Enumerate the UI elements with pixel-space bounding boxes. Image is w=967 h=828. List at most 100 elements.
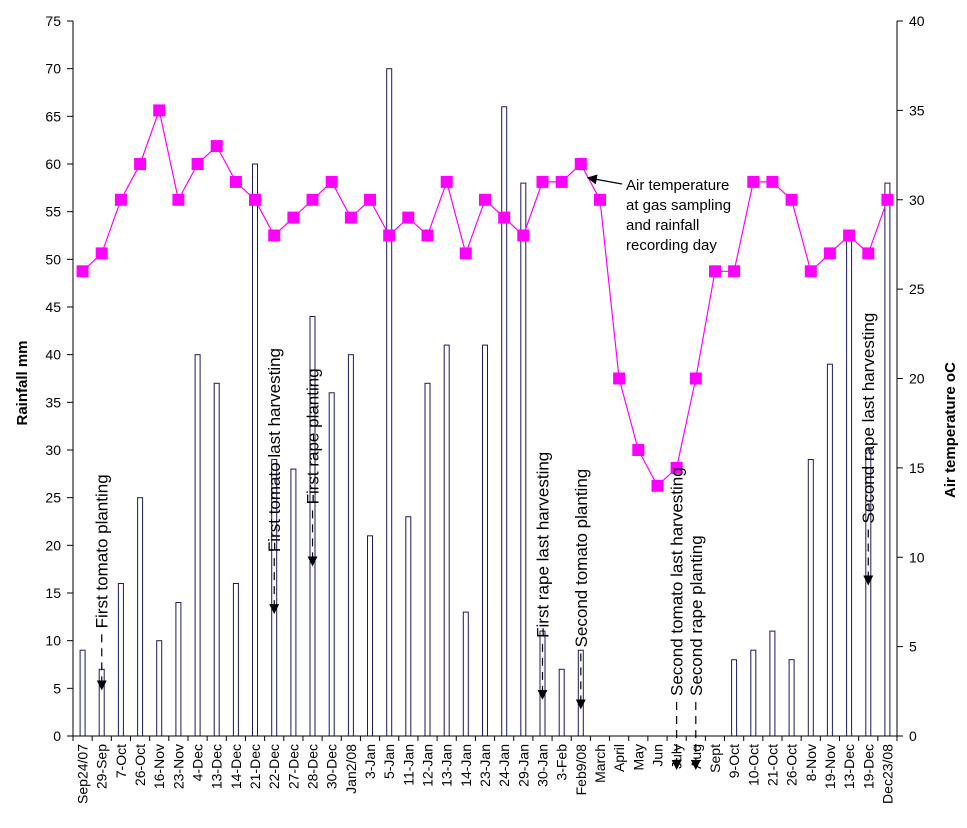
left-tick-label: 5 — [53, 680, 61, 696]
x-tick-label: 19-Dec — [860, 744, 876, 789]
x-tick-label: 8-Nov — [803, 744, 819, 781]
temperature-point — [306, 193, 319, 206]
note-line: at gas sampling — [626, 197, 731, 214]
right-tick-label: 25 — [909, 281, 925, 297]
temperature-point — [191, 158, 204, 170]
temperature-point — [459, 247, 472, 260]
rainfall-bar — [405, 516, 412, 737]
temperature-series — [76, 104, 894, 492]
x-tick-label: Jun — [649, 744, 665, 767]
left-tick-label: 30 — [45, 442, 61, 458]
rainfall-bar — [731, 659, 738, 737]
left-tick-label: 55 — [45, 204, 61, 220]
left-tick-label: 45 — [45, 299, 61, 315]
rainfall-bar — [769, 630, 776, 737]
annotation-label: Second rape planting — [687, 535, 706, 696]
temperature-point — [402, 211, 415, 224]
annotation-label: Second tomato last harvesting — [668, 467, 687, 696]
x-tick-label: 21-Dec — [247, 744, 263, 789]
x-tick-label: 7-Oct — [113, 744, 129, 778]
right-tick-label: 0 — [909, 728, 917, 744]
rainfall-bar — [117, 583, 124, 737]
rainfall-bar — [443, 344, 450, 737]
left-tick-label: 35 — [45, 394, 61, 410]
note-line: recording day — [626, 237, 717, 254]
temperature-point — [364, 193, 376, 206]
x-tick-label: 10-Oct — [745, 744, 761, 786]
right-tick-label: 40 — [909, 13, 925, 29]
rainfall-bar — [156, 640, 163, 737]
x-tick-label: 26-Oct — [784, 744, 800, 786]
left-tick-label: 25 — [45, 490, 61, 506]
rainfall-bar — [175, 602, 182, 737]
rainfall-bar — [577, 649, 584, 737]
x-tick-label: 3-Jan — [362, 744, 378, 779]
temperature-point — [843, 229, 856, 242]
x-tick-label: Feb9/08 — [573, 744, 589, 796]
left-tick-label: 10 — [45, 633, 61, 649]
left-tick-label: 75 — [45, 13, 61, 29]
x-tick-label: 13-Dec — [841, 744, 857, 789]
right-tick-label: 20 — [909, 371, 925, 387]
rainfall-bar — [232, 583, 239, 737]
temperature-point — [670, 461, 683, 474]
temperature-point — [421, 229, 434, 242]
rainfall-bars — [79, 68, 891, 737]
x-tick-label: 4-Dec — [190, 744, 206, 781]
temperature-point — [632, 444, 645, 456]
x-tick-label: Dec23/08 — [879, 744, 895, 804]
note-line: and rainfall — [626, 217, 699, 234]
temperature-note: Air temperature at gas sampling and rainfa… — [586, 174, 731, 254]
temperature-point — [114, 193, 127, 206]
rainfall-bar — [520, 182, 527, 737]
x-tick-label: 29-Jan — [515, 744, 531, 787]
right-tick-label: 10 — [909, 549, 925, 565]
temperature-point — [134, 158, 147, 170]
x-tick-label: 9-Oct — [726, 744, 742, 778]
left-tick-label: 65 — [45, 108, 61, 124]
temperature-point — [383, 229, 396, 242]
temperature-point — [823, 247, 836, 260]
temperature-point — [268, 229, 281, 242]
right-tick-label: 15 — [909, 460, 925, 476]
rainfall-bar — [386, 68, 393, 737]
temperature-point — [249, 193, 261, 206]
temperature-point — [747, 175, 760, 188]
x-tick-label: April — [611, 744, 627, 772]
left-tick-label: 20 — [45, 537, 61, 553]
temperature-point — [325, 175, 338, 188]
temperature-point — [287, 211, 300, 224]
x-tick-label: 13-Jan — [439, 744, 455, 787]
annotations: First tomato planting First tomato last h… — [93, 313, 878, 770]
x-tick-label: Sept — [707, 744, 723, 773]
temperature-point — [689, 372, 702, 385]
x-tick-label: 29-Sep — [94, 744, 110, 789]
rainfall-bar — [462, 611, 469, 737]
temperature-point — [479, 193, 491, 206]
note-arrow — [586, 174, 623, 185]
annotation-label: First tomato planting — [93, 474, 112, 628]
temperature-point — [517, 229, 530, 242]
annotation-label: First rape planting — [304, 368, 323, 504]
x-tick-label: 14-Jan — [458, 744, 474, 787]
annotation-label: First tomato last harvesting — [265, 348, 284, 552]
temperature-point — [210, 140, 223, 153]
left-axis-title: Rainfall mm — [14, 340, 31, 425]
temperature-point — [881, 193, 894, 206]
rainfall-bar — [367, 535, 373, 737]
temperature-point — [709, 265, 721, 278]
temperature-point — [594, 193, 606, 206]
x-tick-label: 12-Jan — [420, 744, 436, 787]
axes: 0 5 10 15 20 25 30 35 40 45 50 55 60 65 70 75 0 5 10 15 20 25… — [45, 13, 924, 804]
rainfall-bar — [328, 392, 335, 737]
temperature-point — [76, 265, 89, 278]
rainfall-bar — [79, 649, 86, 737]
right-tick-label: 5 — [909, 639, 917, 655]
temperature-point — [498, 211, 511, 224]
rainfall-bar — [482, 344, 488, 737]
rainfall-bar — [347, 354, 354, 737]
temperature-point — [574, 158, 587, 170]
right-tick-label: 30 — [909, 192, 925, 208]
rainfall-bar — [501, 106, 508, 737]
